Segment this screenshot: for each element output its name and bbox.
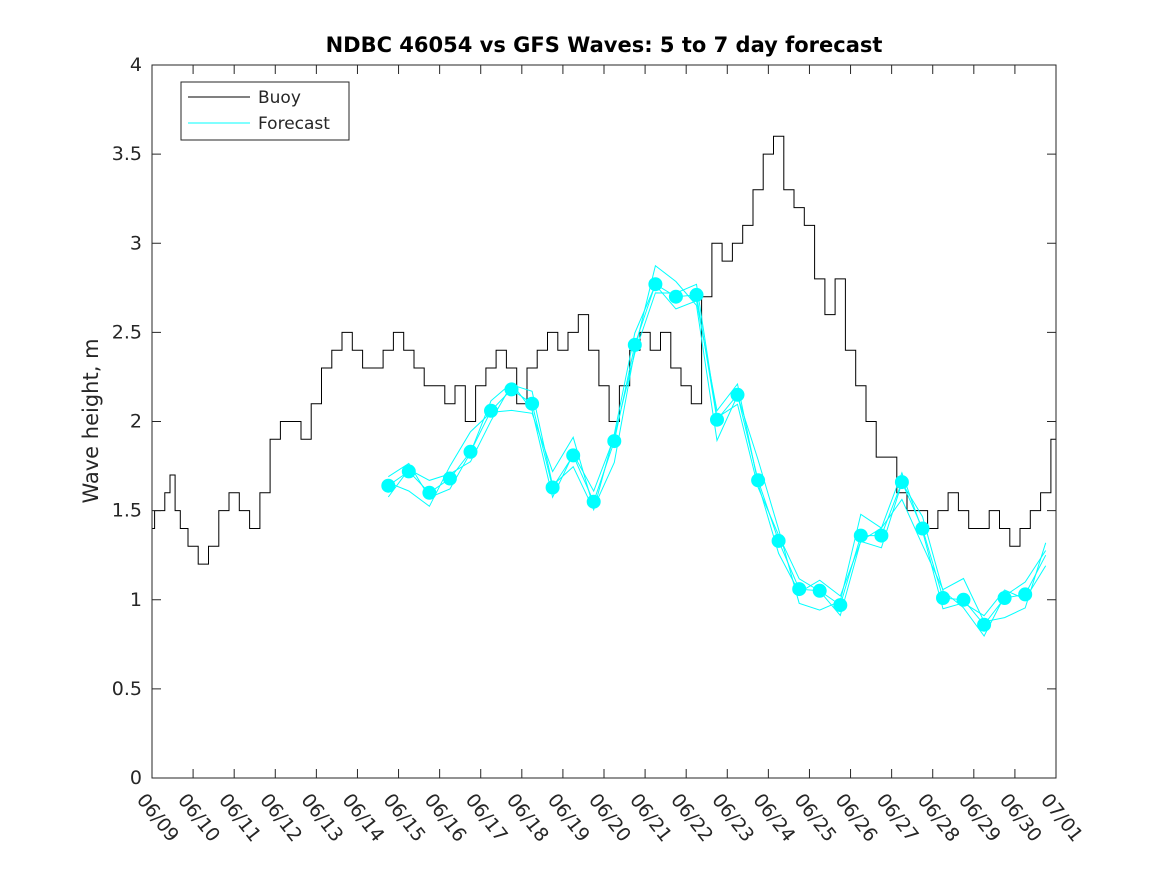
plot-area [152,65,1056,778]
forecast-marker [627,337,642,352]
forecast-marker [422,485,437,500]
legend-box [180,81,350,141]
y-tick-label: 2 [130,411,142,433]
y-tick-label: 3.5 [112,143,142,165]
forecast-marker [792,582,807,597]
forecast-marker [1018,587,1033,602]
y-axis-label: Wave height, m [79,338,103,503]
legend-buoy-label: Buoy [258,88,301,108]
y-tick-label: 4 [130,54,142,76]
forecast-marker [586,494,601,509]
forecast-marker [442,471,457,486]
forecast-marker [607,434,622,449]
forecast-marker [833,598,848,613]
forecast-marker [525,396,540,411]
y-tick-label: 0 [130,767,142,789]
forecast-marker [381,478,396,493]
buoy-series-line [152,135,1056,565]
forecast-marker [463,444,478,459]
forecast-marker [915,521,930,536]
series-layer [152,135,1056,637]
forecast-marker [401,464,416,479]
forecast-marker [710,412,724,427]
forecast-marker [812,583,827,598]
y-ticks: 0 0.5 1 1.5 2 2.5 3 3.5 4 [112,54,1056,789]
y-tick-label: 2.5 [112,321,142,343]
forecast-marker [668,289,683,304]
forecast-marker [977,617,992,632]
forecast-marker [730,387,745,402]
forecast-marker [545,480,560,495]
y-tick-label: 1 [130,589,142,611]
y-tick-label: 0.5 [112,678,142,700]
y-tick-label: 3 [130,232,142,254]
forecast-marker [689,287,704,302]
forecast-marker [997,591,1012,605]
forecast-marker [504,382,519,397]
forecast-marker [751,473,766,488]
forecast-marker [874,528,889,543]
forecast-marker [771,533,786,548]
forecast-marker [894,475,909,490]
chart-title: NDBC 46054 vs GFS Waves: 5 to 7 day fore… [326,33,883,57]
legend-forecast-label: Forecast [258,114,330,134]
forecast-marker [566,448,581,463]
forecast-marker [484,403,498,418]
legend: Buoy Forecast [180,81,350,141]
forecast-marker [648,277,663,292]
forecast-ensemble-line [387,283,1047,637]
forecast-marker [853,528,868,543]
y-tick-label: 1.5 [112,500,142,522]
forecast-marker [936,591,950,605]
forecast-marker [956,592,971,607]
